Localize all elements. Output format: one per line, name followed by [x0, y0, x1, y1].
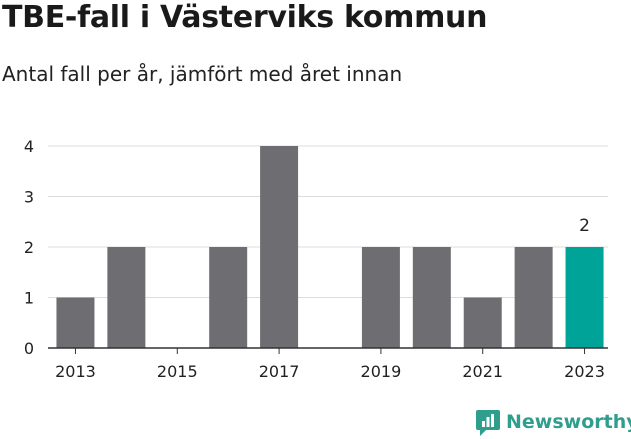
y-tick-label: 3: [24, 188, 34, 207]
x-tick-label: 2017: [259, 362, 300, 381]
y-tick-label: 1: [24, 289, 34, 308]
x-tick-label: 2013: [55, 362, 96, 381]
x-tick-label: 2023: [564, 362, 605, 381]
bar: [56, 297, 95, 348]
bar: [565, 247, 604, 348]
bar: [412, 247, 451, 348]
y-tick-label: 4: [24, 137, 34, 156]
bar: [514, 247, 553, 348]
chart-subtitle: Antal fall per år, jämfört med året inna…: [2, 62, 403, 86]
data-label: 2: [579, 216, 590, 236]
chart-title: TBE-fall i Västerviks kommun: [2, 0, 488, 35]
y-tick-label: 2: [24, 238, 34, 257]
bar: [463, 297, 502, 348]
bar: [260, 146, 299, 348]
bar: [107, 247, 146, 348]
y-tick-label: 0: [24, 339, 34, 358]
x-tick-label: 2021: [462, 362, 503, 381]
bar: [209, 247, 248, 348]
bar: [361, 247, 400, 348]
bar-chart-logo-icon: [476, 410, 500, 436]
newsworthy-logo: Newsworthy: [476, 406, 631, 438]
bar-chart: 0 1 2 3 4 2 2013 2015 2017 2019 2021 2023: [24, 137, 608, 381]
x-tick-label: 2015: [157, 362, 198, 381]
x-tick-label: 2019: [361, 362, 402, 381]
brand-name: Newsworthy: [506, 411, 631, 433]
